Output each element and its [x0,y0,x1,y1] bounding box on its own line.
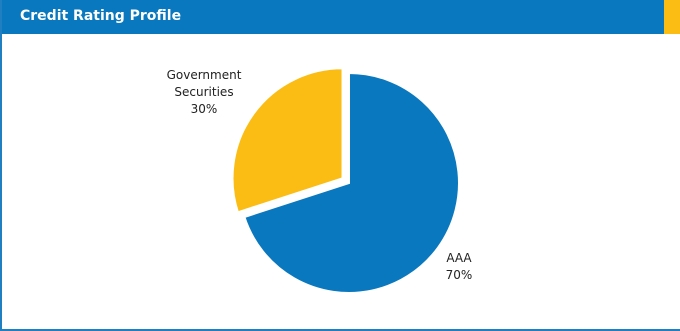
pie-chart: AAA 70% Government Securities 30% [167,67,473,294]
slice-label-aaa-line1: AAA [446,251,472,265]
pie-slice-government-securities [231,67,344,214]
slice-label-gov-line1: Government [167,68,242,82]
pie-slice-aaa [243,71,460,294]
slice-label-gov-value: 30% [191,102,218,116]
panel-header: Credit Rating Profile [2,0,680,34]
slice-label-aaa-value: 70% [446,268,473,282]
header-accent-bar [664,0,680,34]
panel-title: Credit Rating Profile [20,8,182,24]
slice-label-gov-line2: Securities [174,85,233,99]
